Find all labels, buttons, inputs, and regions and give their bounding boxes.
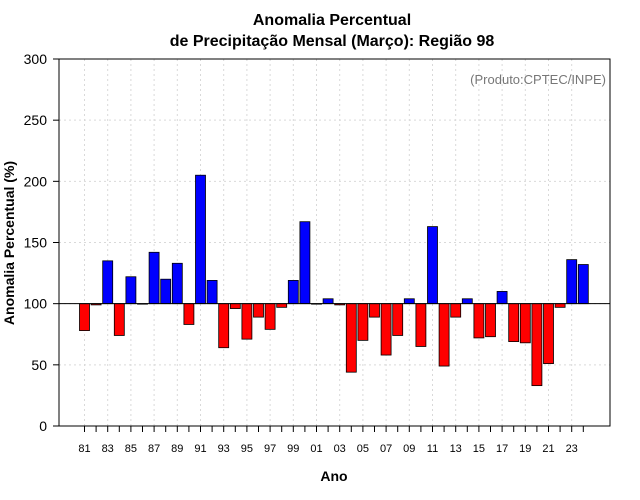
x-tick-label: 21 (542, 443, 554, 455)
bar-94 (229, 303, 241, 309)
grid-lines (59, 59, 610, 426)
bar-10 (415, 303, 427, 347)
y-tick-label: 150 (24, 235, 48, 251)
x-tick-label: 11 (427, 443, 438, 455)
bar-05 (357, 303, 369, 341)
x-tick-label: 07 (380, 443, 392, 455)
bar-11 (427, 226, 438, 305)
x-tick-label: 05 (357, 443, 369, 455)
x-tick-label: 81 (78, 443, 90, 455)
y-tick-label: 300 (24, 51, 48, 67)
bar-04 (345, 303, 357, 373)
x-tick-label: 15 (473, 443, 485, 455)
x-tick-label: 85 (125, 443, 137, 455)
credit-label: (Produto:CPTEC/INPE) (470, 72, 606, 87)
x-tick-label: 95 (241, 443, 253, 455)
bar-21 (543, 303, 554, 365)
bar-88 (160, 278, 172, 305)
bar-85 (125, 276, 137, 305)
x-tick-label: 93 (218, 443, 230, 455)
y-axis: 0 50 100 150 200 250 300 (24, 51, 59, 434)
x-tick-label: 23 (566, 443, 578, 455)
y-tick-label: 100 (24, 296, 48, 312)
bar-24 (577, 264, 589, 305)
x-tick-label: 13 (450, 443, 462, 455)
bar-81 (79, 303, 90, 331)
bar-83 (102, 260, 114, 305)
bar-92 (206, 280, 218, 305)
x-tick-label: 01 (310, 443, 322, 455)
bar-84 (113, 303, 125, 336)
y-tick-label: 200 (24, 173, 48, 189)
y-tick-label: 50 (31, 357, 47, 373)
x-axis: 81 83 85 87 89 91 93 95 97 99 01 03 05 07 09 11 13 15 17 19… (78, 426, 584, 455)
bar-99 (287, 280, 299, 305)
bar-22 (554, 303, 566, 308)
x-tick-label: 89 (171, 443, 183, 455)
bar-95 (241, 303, 253, 340)
bar-93 (218, 303, 230, 349)
bar-07 (380, 303, 392, 356)
bar-96 (253, 303, 264, 318)
bar-08 (392, 303, 404, 336)
chart-title-line1: Anomalia Percentual (253, 12, 411, 29)
x-tick-label: 87 (148, 443, 160, 455)
bar-87 (148, 251, 160, 305)
x-tick-label: 17 (496, 443, 508, 455)
bar-06 (369, 303, 380, 318)
bar-19 (519, 303, 531, 344)
y-tick-label: 250 (24, 112, 48, 128)
x-tick-label: 91 (194, 443, 206, 455)
bar-15 (473, 303, 485, 339)
x-tick-label: 83 (102, 443, 114, 455)
bar-89 (171, 262, 183, 305)
bar-16 (485, 303, 496, 338)
bar-14 (461, 298, 473, 305)
bar-98 (276, 303, 288, 308)
x-tick-label: 19 (519, 443, 531, 455)
x-axis-label: Ano (320, 468, 347, 484)
bar-12 (438, 303, 450, 367)
bar-13 (450, 303, 462, 318)
bar-group (79, 174, 589, 387)
x-tick-label: 03 (334, 443, 346, 455)
chart-title-line2: de Precipitação Mensal (Março): Região 9… (170, 33, 495, 50)
bar-00 (299, 221, 311, 305)
bar-02 (322, 298, 334, 305)
bar-20 (531, 303, 543, 387)
bar-91 (195, 174, 206, 305)
x-tick-label: 09 (403, 443, 415, 455)
x-tick-label: 97 (264, 443, 276, 455)
bar-23 (566, 259, 578, 305)
y-axis-label: Anomalia Percentual (%) (1, 161, 17, 325)
y-tick-label: 0 (39, 418, 47, 434)
bar-17 (496, 291, 508, 305)
x-tick-label: 99 (287, 443, 299, 455)
bar-97 (264, 303, 276, 330)
bar-90 (183, 303, 195, 325)
bar-18 (508, 303, 520, 342)
bar-09 (403, 298, 415, 305)
